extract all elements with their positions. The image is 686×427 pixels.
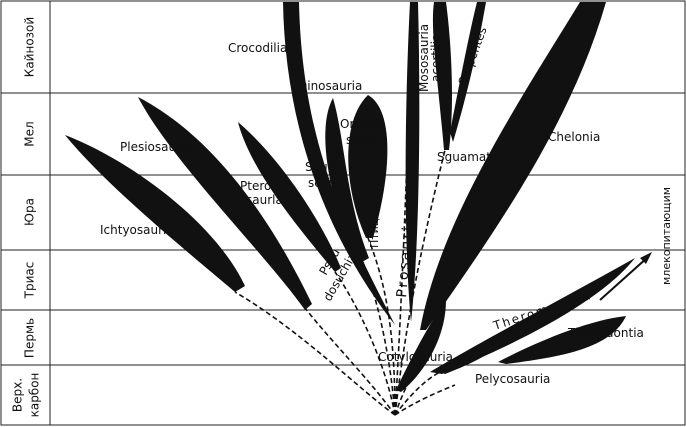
taxon-label: Theriodontia — [567, 326, 644, 340]
pterosauria-branch — [238, 122, 341, 272]
chelonia-branch — [420, 2, 606, 330]
taxon-label: Sguamata — [437, 150, 498, 164]
ancestry-line — [394, 384, 456, 416]
ancestry-line — [394, 371, 441, 416]
period-label: Триас — [23, 262, 37, 300]
theromorpha-branch — [430, 258, 635, 374]
taxon-label: Sauri- — [305, 160, 340, 174]
taxon-label: Mososauria — [417, 24, 431, 92]
period-label: карбон — [28, 373, 42, 418]
plesiosauria-branch — [138, 97, 312, 310]
taxon-label: Ichtyosauria — [100, 223, 174, 237]
ichthyosauria-branch — [65, 135, 245, 292]
period-label: Пермь — [23, 318, 37, 358]
ornithischia-branch — [348, 95, 388, 238]
pelycosauria-branch — [440, 339, 505, 374]
ancestry-line — [394, 149, 446, 416]
mammal-arrow — [599, 256, 649, 301]
ancestry-line — [367, 237, 396, 416]
serpentes-branch — [450, 2, 486, 142]
saurischia-branch — [325, 98, 369, 262]
taxon-label: Ptero- — [240, 179, 276, 193]
squamata-branch — [432, 2, 453, 150]
taxon-label: Pelycosauria — [475, 372, 550, 386]
taxon-label: schia — [346, 133, 377, 147]
taxon-label: Птицам — [368, 204, 381, 248]
taxon-label: Plesiosauria — [120, 140, 192, 154]
taxon-label: acertilia — [429, 34, 443, 82]
cotylosauria-branch — [396, 300, 446, 392]
mammal-arrowhead — [640, 252, 652, 264]
period-label: Мел — [23, 121, 37, 146]
taxon-label: Serpentes — [456, 25, 490, 87]
taxon-label: млекопитающим — [660, 187, 673, 285]
taxon-label: Dinosauria — [298, 79, 362, 93]
taxon-label: saurla — [246, 193, 283, 207]
taxon-label: schia — [308, 176, 339, 190]
taxon-label: Ornithi- — [340, 117, 385, 131]
period-label: Верх. — [11, 378, 25, 412]
lineages — [65, 2, 652, 392]
mososauria-branch — [409, 88, 419, 108]
ancestry-line — [234, 291, 396, 416]
taxon-label: Cotylosauria — [378, 350, 453, 364]
period-label: Юра — [23, 198, 37, 226]
taxon-label: Prosauria — [394, 214, 417, 298]
taxon-label: Chelonia — [548, 130, 600, 144]
ancestry-line — [334, 271, 396, 416]
prosauria-branch — [405, 2, 420, 322]
period-label: Кайнозой — [23, 17, 37, 77]
taxon-label: Crocodilia — [228, 41, 287, 55]
theriodontia-branch — [498, 316, 626, 364]
ancestry-line — [394, 19, 413, 416]
crocodilia-branch — [283, 2, 395, 325]
taxon-labels: Crocodilia Dinosauria Ornithi- schia Ple… — [100, 24, 673, 386]
